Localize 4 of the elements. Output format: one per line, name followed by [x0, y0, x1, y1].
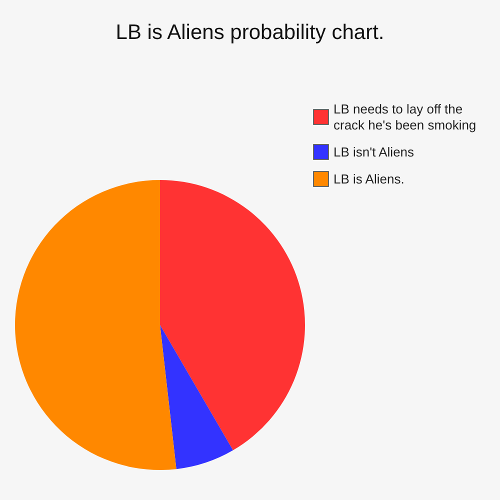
legend-label: LB isn't Aliens: [334, 144, 415, 160]
legend-label: LB is Aliens.: [334, 172, 404, 186]
legend-label: LB needs to lay off the crack he's been smoking: [334, 102, 476, 132]
chart-title: LB is Aliens probability chart.: [116, 21, 384, 44]
